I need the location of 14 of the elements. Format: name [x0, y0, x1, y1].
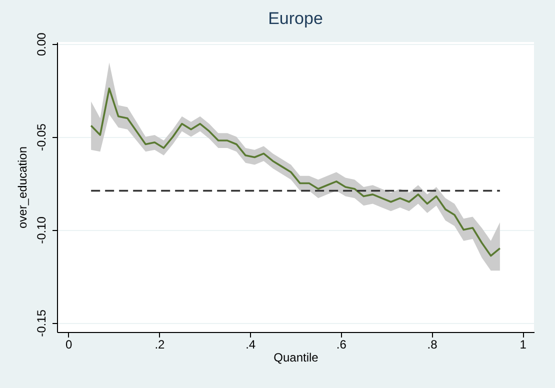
- x-tick-label: .6: [336, 338, 347, 352]
- x-tick-label: .4: [246, 338, 256, 352]
- x-tick-label: .8: [427, 338, 438, 352]
- chart-title: Europe: [268, 9, 323, 28]
- y-tick-label: -0.10: [34, 216, 48, 244]
- x-axis-title: Quantile: [274, 350, 319, 364]
- line-series: [90, 88, 501, 257]
- y-axis-title: over_education: [16, 146, 30, 229]
- y-tick-label: -0.05: [34, 123, 48, 151]
- x-tick-label: 1: [520, 338, 527, 352]
- x-tick-label: 0: [66, 338, 73, 352]
- x-tick-label: .2: [154, 338, 166, 352]
- y-tick-label: 0.00: [34, 32, 48, 56]
- y-tick-label: -0.15: [34, 309, 48, 337]
